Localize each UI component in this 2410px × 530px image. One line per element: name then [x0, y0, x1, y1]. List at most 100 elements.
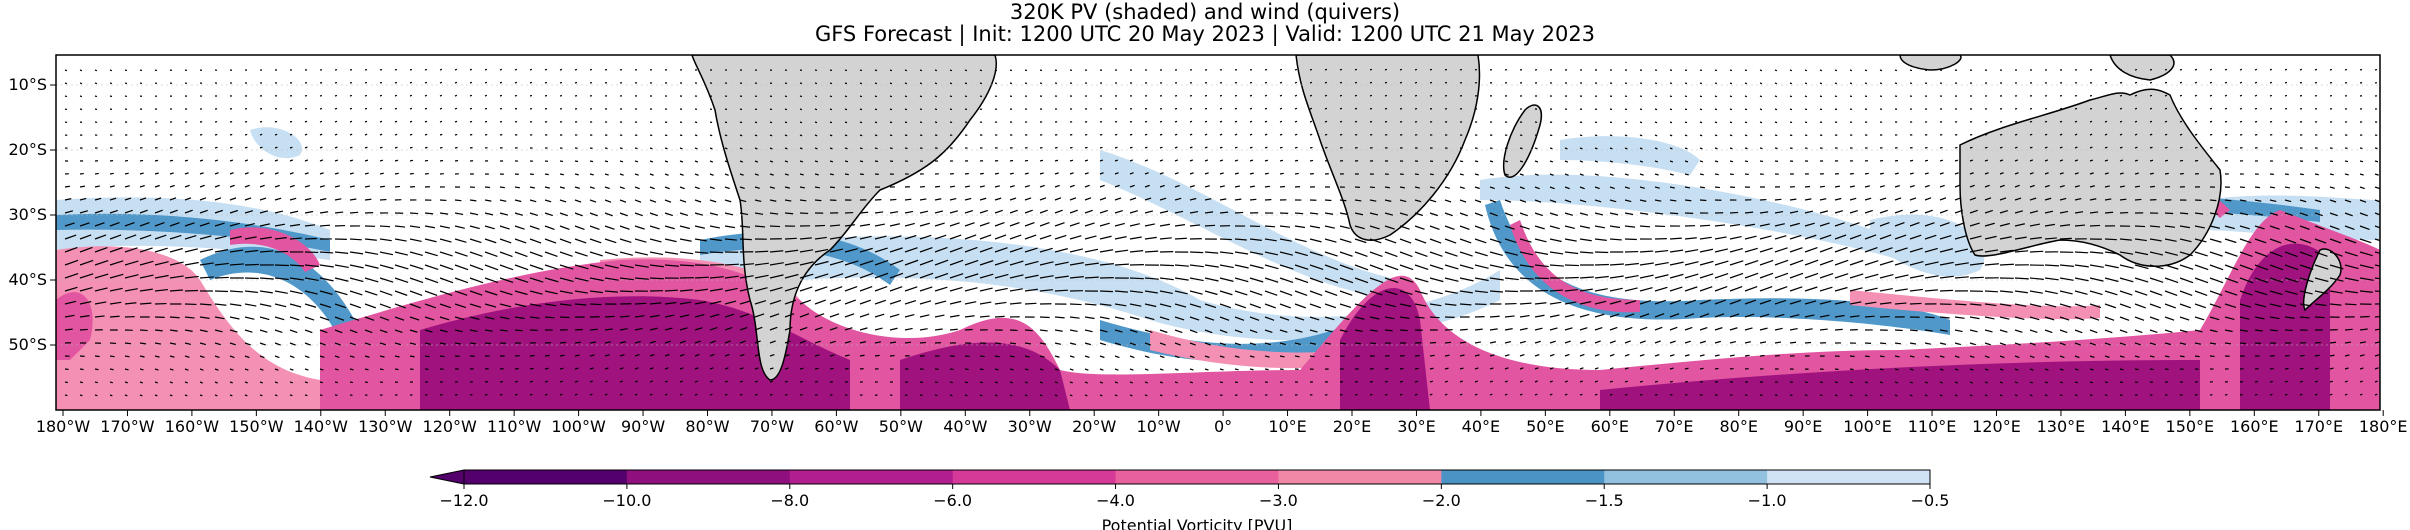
wind-vector: [334, 290, 348, 296]
wind-vector: [214, 329, 223, 333]
wind-vector: [304, 210, 314, 214]
wind-vector: [844, 108, 848, 111]
wind-vector: [379, 146, 383, 149]
wind-vector: [64, 286, 78, 292]
wind-vector: [919, 198, 927, 201]
wind-vector: [1999, 210, 2009, 214]
wind-vector: [2269, 290, 2283, 296]
wind-vector: [1324, 133, 1328, 136]
wind-vector: [559, 81, 563, 84]
wind-vector: [79, 328, 88, 331]
wind-vector: [1054, 329, 1063, 332]
wind-vector: [1039, 69, 1043, 72]
wind-vector: [1549, 212, 1558, 217]
wind-vector: [514, 68, 518, 71]
wind-vector: [1954, 184, 1960, 188]
wind-vector: [1159, 381, 1163, 384]
wind-vector: [1969, 197, 1977, 201]
wind-vector: [1699, 108, 1703, 111]
wind-vector: [1339, 251, 1353, 257]
wind-vector: [1834, 328, 1843, 331]
wind-vector: [2149, 277, 2164, 283]
wind-vector: [754, 313, 765, 318]
wind-vector: [1204, 368, 1209, 371]
wind-vector: [1294, 212, 1304, 215]
wind-vector: [229, 368, 234, 371]
wind-vector: [1579, 340, 1586, 344]
wind-vector: [2359, 341, 2367, 344]
wind-vector: [214, 235, 227, 240]
wind-vector: [1114, 355, 1120, 359]
wind-vector: [1714, 173, 1719, 176]
wind-vector: [769, 299, 782, 305]
wind-vector: [94, 355, 100, 358]
wind-vector: [2239, 225, 2250, 230]
wind-vector: [1489, 354, 1495, 357]
wind-vector: [844, 160, 849, 163]
wind-vector: [1234, 107, 1238, 110]
wind-vector: [664, 199, 672, 203]
wind-vector: [1369, 225, 1380, 230]
wind-vector: [934, 314, 945, 318]
wind-vector: [2284, 225, 2295, 230]
wind-vector: [304, 146, 308, 149]
wind-vector: [559, 212, 568, 217]
wind-vector: [469, 316, 480, 320]
wind-vector: [649, 340, 656, 344]
wind-vector: [1324, 146, 1328, 149]
wind-vector: [1969, 368, 1974, 371]
wind-vector: [2119, 172, 2124, 175]
wind-vector: [1399, 238, 1412, 244]
wind-vector: [424, 303, 437, 309]
wind-vector: [769, 367, 774, 370]
wind-vector: [1489, 264, 1504, 269]
wind-vector: [2089, 185, 2095, 188]
wind-vector: [679, 186, 685, 190]
wind-vector: [1234, 251, 1249, 255]
wind-vector: [589, 354, 595, 357]
wind-vector: [1204, 251, 1219, 254]
wind-vector: [1519, 186, 1525, 190]
wind-vector: [829, 367, 834, 370]
wind-vector: [784, 326, 793, 331]
graticule: [56, 84, 2380, 346]
wind-vector: [259, 184, 265, 188]
wind-vector: [529, 316, 540, 319]
wind-vector: [1189, 394, 1193, 397]
wind-vector: [1819, 198, 1827, 201]
wind-vector: [274, 184, 280, 188]
wind-vector: [1609, 134, 1613, 137]
wind-vector: [619, 212, 628, 217]
wind-vector: [139, 302, 152, 305]
wind-vector: [1489, 380, 1493, 383]
wind-vector: [1279, 133, 1283, 136]
wind-vector: [244, 263, 259, 266]
wind-vector: [304, 277, 319, 282]
wind-vector: [1789, 314, 1800, 318]
wind-vector: [589, 328, 598, 331]
wind-vector: [1864, 185, 1870, 188]
wind-vector: [799, 340, 806, 344]
wind-vector: [454, 329, 463, 333]
wind-vector: [274, 159, 279, 162]
wind-vector: [154, 329, 163, 332]
wind-vector: [2299, 199, 2307, 203]
wind-vector: [424, 277, 439, 284]
wind-vector: [1684, 82, 1688, 85]
wind-vector: [2359, 264, 2374, 269]
wind-vector: [889, 95, 893, 98]
wind-vector: [1519, 302, 1532, 305]
wind-vector: [1069, 303, 1082, 306]
wind-vector: [844, 69, 848, 72]
wind-vector: [664, 160, 669, 163]
wind-vector: [229, 394, 233, 397]
wind-vector: [2044, 381, 2048, 384]
wind-vector: [1144, 342, 1151, 346]
wind-vector: [1984, 146, 1988, 149]
wind-vector: [1984, 381, 1988, 384]
wind-vector: [529, 380, 533, 383]
wind-vector: [724, 326, 733, 331]
wind-vector: [439, 120, 443, 123]
wind-vector: [649, 367, 654, 370]
wind-vector: [1444, 303, 1457, 306]
